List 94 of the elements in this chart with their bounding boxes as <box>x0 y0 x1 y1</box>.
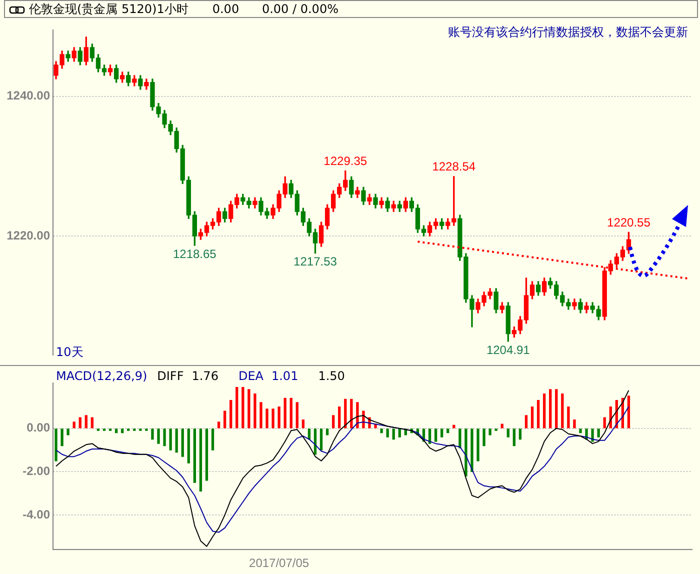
text: DEA <box>238 369 264 383</box>
bar <box>217 422 220 428</box>
x-tick-label: 2017/07/05 <box>249 556 310 570</box>
annotation: 1228.54 <box>432 160 476 174</box>
bar <box>326 428 329 436</box>
bar <box>236 387 238 428</box>
bar <box>470 428 474 472</box>
annotation: 1220.55 <box>607 216 651 230</box>
bar <box>266 408 268 428</box>
bar <box>530 406 534 428</box>
bar <box>542 393 546 428</box>
bar <box>512 428 516 446</box>
bar <box>332 415 335 428</box>
bar <box>230 400 232 428</box>
bar <box>169 428 172 450</box>
text: DIFF <box>157 369 184 383</box>
bar <box>555 389 558 428</box>
text: 1.76 <box>192 369 218 383</box>
chart-subtitle: 0.00 0.00 / 0.00% <box>212 2 338 16</box>
bar <box>464 428 468 476</box>
bar <box>380 428 383 434</box>
bar <box>500 424 504 428</box>
bar <box>627 396 630 428</box>
bar <box>151 428 154 440</box>
bar <box>157 428 160 444</box>
bar <box>579 428 582 434</box>
chart-title: 伦敦金现(贵金属 5120)1小时 <box>29 2 188 16</box>
bar <box>344 398 347 428</box>
bar <box>561 393 564 428</box>
bar <box>199 428 202 492</box>
bar <box>278 406 280 428</box>
annotation: 10天 <box>56 344 84 361</box>
text: 1.50 <box>318 369 345 383</box>
bar <box>506 428 510 438</box>
annotation: 账号没有该合约行情数据授权，数据不会更新 <box>448 24 688 41</box>
text: 1.01 <box>271 369 298 383</box>
bar <box>603 417 606 428</box>
annotation: 1204.91 <box>486 342 530 357</box>
bar <box>248 389 250 428</box>
y-tick-label: -2.00 <box>22 464 50 478</box>
bar <box>392 428 395 440</box>
bar <box>488 428 492 436</box>
bar <box>187 428 190 464</box>
y-tick-label: -4.00 <box>22 507 50 522</box>
bar <box>320 428 323 450</box>
annotation: 1229.35 <box>324 154 368 168</box>
y-tick-label: 0.00 <box>26 420 50 435</box>
bar <box>223 410 226 428</box>
chart-title: MACD(12,26,9) <box>56 369 148 383</box>
bar <box>260 402 262 428</box>
bar <box>114 428 118 434</box>
annotation: 1218.65 <box>172 246 217 261</box>
bar <box>524 415 528 428</box>
bar <box>452 424 456 428</box>
bar <box>549 389 552 428</box>
bar <box>296 402 298 428</box>
bar <box>482 428 486 446</box>
bar <box>72 422 76 428</box>
bar <box>254 393 256 428</box>
y-tick-label: 1220.00 <box>6 228 50 242</box>
bar <box>302 419 305 428</box>
annotation: 1217.53 <box>294 254 338 269</box>
bar <box>476 428 480 462</box>
bar <box>90 417 94 428</box>
bar <box>536 400 540 428</box>
bar <box>434 428 438 442</box>
bar <box>284 398 286 428</box>
bar <box>446 428 450 434</box>
bar <box>290 398 292 428</box>
bar <box>78 417 82 428</box>
bar <box>181 428 184 457</box>
bar <box>242 387 244 428</box>
bar <box>350 398 353 428</box>
bar <box>386 428 389 438</box>
bar <box>518 428 522 440</box>
bar <box>211 428 214 450</box>
bar <box>120 428 124 434</box>
bar <box>84 415 88 428</box>
bar <box>54 428 58 462</box>
bar <box>440 428 444 438</box>
bar <box>193 428 196 483</box>
bar <box>567 406 570 428</box>
bar <box>60 428 64 446</box>
bar <box>398 428 401 438</box>
bar <box>175 428 178 453</box>
y-tick-label: 1240.00 <box>6 88 50 103</box>
bar <box>205 428 208 481</box>
bar <box>573 419 576 428</box>
bar <box>272 408 274 428</box>
bar <box>597 428 600 438</box>
bar <box>338 406 341 428</box>
bar <box>163 428 166 446</box>
bar <box>591 428 594 442</box>
bar <box>66 428 70 436</box>
